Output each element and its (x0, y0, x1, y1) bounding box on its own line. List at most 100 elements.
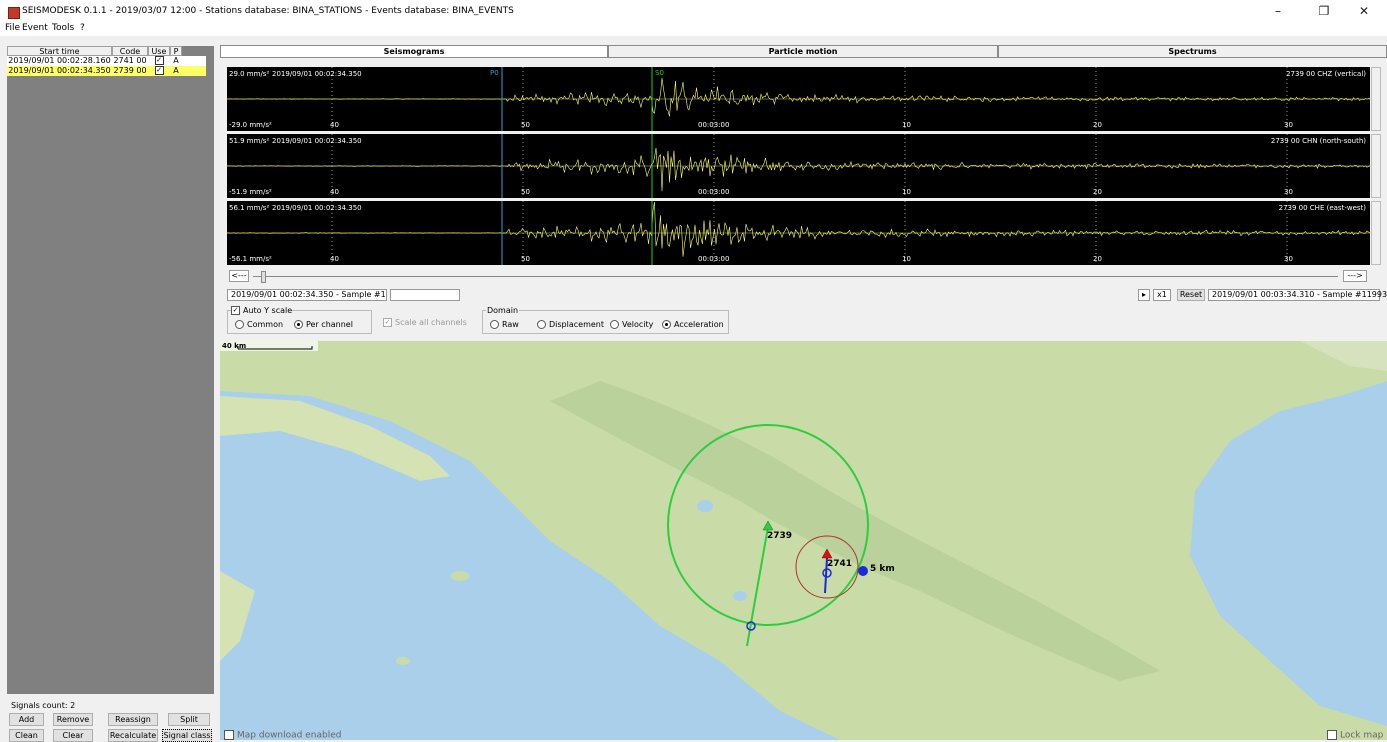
tick-label: 10 (902, 255, 911, 263)
time-slider-thumb[interactable] (261, 271, 266, 283)
tab-particle-motion[interactable]: Particle motion (608, 45, 998, 58)
tick-label: 10 (902, 188, 911, 196)
menu-file[interactable]: File (5, 23, 20, 33)
radio-icon (490, 320, 499, 329)
tick-label: 00:03:00 (698, 188, 729, 196)
acceleration-radio[interactable]: Acceleration (662, 320, 724, 329)
radio-icon (662, 320, 671, 329)
app-icon (8, 7, 20, 19)
time-slider-track (253, 276, 1338, 277)
time-scrollbar[interactable]: <--- ---> (227, 270, 1370, 282)
minimize-button[interactable]: – (1255, 0, 1301, 22)
scroll-left-button[interactable]: <--- (229, 270, 249, 282)
tick-label: 20 (1093, 121, 1102, 129)
italy-land (220, 341, 1387, 740)
velocity-radio[interactable]: Velocity (610, 320, 653, 329)
use-checkbox[interactable]: ✓ (148, 66, 170, 76)
acceleration-label: Acceleration (674, 320, 724, 329)
seismogram-channel-n[interactable]: 51.9 mm/s² 2019/09/01 00:02:34.350 2739 … (227, 134, 1370, 198)
start-sample-field: 2019/09/01 00:02:34.350 - Sample #1 (227, 289, 387, 301)
signal-class-button[interactable]: Signal class (162, 729, 212, 742)
use-checkbox[interactable]: ✓ (148, 56, 170, 66)
station-2739-label: 2739 (767, 531, 792, 541)
tick-label: 50 (521, 255, 530, 263)
channel-max: 51.9 mm/s² (229, 137, 269, 145)
channel-scrollbar[interactable] (1371, 67, 1381, 131)
waveform-e (227, 201, 1370, 265)
channel-scrollbar[interactable] (1371, 134, 1381, 198)
reassign-button[interactable]: Reassign (108, 713, 158, 726)
channel-name: 2739 00 CHZ (vertical) (1286, 70, 1366, 78)
waveform-z (227, 67, 1370, 131)
add-button[interactable]: Add (9, 713, 44, 726)
tick-label: 20 (1093, 188, 1102, 196)
tab-spectrums[interactable]: Spectrums (998, 45, 1387, 58)
tick-label: 40 (330, 121, 339, 129)
signals-count: Signals count: 2 (11, 701, 75, 710)
island-giglio (396, 657, 410, 665)
tick-label: 20 (1093, 255, 1102, 263)
displacement-label: Displacement (549, 320, 604, 329)
row-p: A (170, 56, 182, 66)
tick-label: 00:03:00 (698, 255, 729, 263)
tick-label: 30 (1284, 121, 1293, 129)
radio-icon (235, 320, 244, 329)
play-button[interactable]: ▸ (1138, 289, 1150, 301)
lake-trasimeno (697, 500, 713, 512)
scale-all-label: Scale all channels (395, 318, 467, 327)
zoom-field[interactable]: x1 (1153, 289, 1171, 301)
event-distance-label: 5 km (870, 564, 895, 574)
window-scrollbar[interactable] (390, 289, 460, 301)
radio-icon (610, 320, 619, 329)
tick-label: 30 (1284, 255, 1293, 263)
displacement-radio[interactable]: Displacement (537, 320, 604, 329)
map-download-checkbox[interactable]: Map download enabled (224, 730, 341, 740)
menu-help[interactable]: ? (80, 23, 85, 33)
channel-min: -56.1 mm/s² (229, 255, 272, 263)
map-view[interactable]: 40 km 2739 2741 5 km Map download enable… (220, 341, 1387, 740)
signals-table[interactable]: Start time Code Use P 2019/09/01 00:02:2… (7, 46, 206, 76)
station-2741-label: 2741 (827, 559, 852, 569)
row-code: 2741 00 (112, 56, 148, 66)
remove-button[interactable]: Remove (53, 713, 93, 726)
close-button[interactable]: ✕ (1341, 0, 1387, 22)
channel-scrollbar[interactable] (1371, 201, 1381, 265)
seismogram-channel-z[interactable]: 29.0 mm/s² 2019/09/01 00:02:34.350 2739 … (227, 67, 1370, 131)
header-p[interactable]: P (170, 46, 182, 56)
lock-map-checkbox[interactable]: Lock map (1327, 730, 1383, 740)
tick-label: 50 (521, 188, 530, 196)
scale-all-checkbox[interactable]: ✓ Scale all channels (383, 318, 467, 327)
tab-seismograms[interactable]: Seismograms (220, 45, 608, 58)
checkbox-icon (1327, 730, 1337, 740)
clear-button[interactable]: Clear (53, 729, 93, 742)
map-download-label: Map download enabled (237, 731, 341, 741)
map-canvas (220, 341, 1387, 740)
check-icon: ✓ (231, 306, 240, 315)
p-marker-label: P0 (490, 69, 499, 77)
header-use[interactable]: Use (148, 46, 170, 56)
menu-tools[interactable]: Tools (52, 23, 74, 33)
raw-radio[interactable]: Raw (490, 320, 519, 329)
recalculate-button[interactable]: Recalculate (108, 729, 158, 742)
tick-label: 40 (330, 188, 339, 196)
header-code[interactable]: Code (112, 46, 148, 56)
common-radio[interactable]: Common (235, 320, 283, 329)
table-row[interactable]: 2019/09/01 00:02:28.160 2741 00 ✓ A (7, 56, 206, 66)
domain-legend: Domain (486, 306, 519, 315)
tick-label: 50 (521, 121, 530, 129)
check-icon: ✓ (383, 318, 392, 327)
clean-button[interactable]: Clean (9, 729, 44, 742)
split-button[interactable]: Split (168, 713, 210, 726)
reset-button[interactable]: Reset (1177, 289, 1205, 301)
lake-bolsena (733, 591, 747, 601)
menu-event[interactable]: Event (22, 23, 48, 33)
per-channel-label: Per channel (306, 320, 353, 329)
radio-icon (294, 320, 303, 329)
table-row-selected[interactable]: 2019/09/01 00:02:34.350 2739 00 ✓ A (7, 66, 206, 76)
per-channel-radio[interactable]: Per channel (294, 320, 353, 329)
header-start-time[interactable]: Start time (7, 46, 112, 56)
waveform-n (227, 134, 1370, 198)
seismogram-channel-e[interactable]: 56.1 mm/s² 2019/09/01 00:02:34.350 2739 … (227, 201, 1370, 265)
auto-y-checkbox[interactable]: ✓ Auto Y scale (231, 306, 292, 315)
scroll-right-button[interactable]: ---> (1343, 270, 1367, 282)
